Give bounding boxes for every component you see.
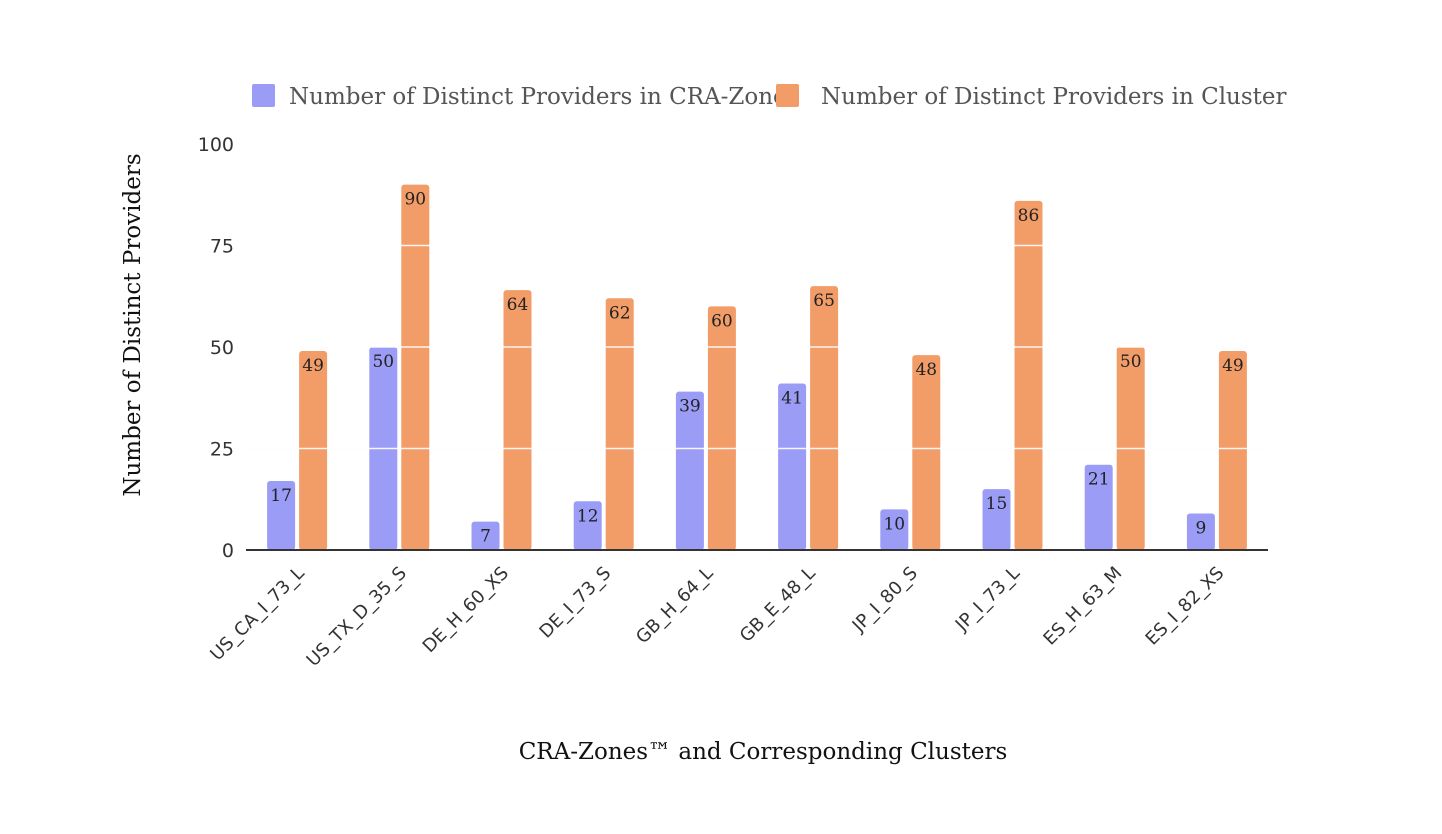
bar-cra-zone <box>880 509 909 550</box>
data-label-cluster: 64 <box>507 295 529 315</box>
x-tick-label: US_TX_D_35_S <box>303 563 411 671</box>
bar-cluster <box>299 351 328 550</box>
bar-cra-zone <box>1186 513 1215 550</box>
data-label-cluster: 48 <box>915 360 937 380</box>
data-label-cra-zone: 10 <box>883 514 905 534</box>
bar-cluster <box>1014 200 1043 550</box>
gridlines <box>246 143 1268 449</box>
data-label-cra-zone: 12 <box>577 506 599 526</box>
x-axis-title: CRA-Zones™ and Corresponding Clusters <box>519 739 1008 765</box>
data-label-cra-zone: 21 <box>1088 470 1110 490</box>
x-tick-label: JP_I_80_S <box>848 563 922 637</box>
bar-cra-zone <box>982 489 1011 550</box>
x-tick-label: GB_E_48_L <box>736 563 820 647</box>
x-axis-categories: US_CA_I_73_LUS_TX_D_35_S DE_H_60_XS DE_I_7… <box>206 563 1228 671</box>
legend-label-cluster: Number of Distinct Providers in Cluster <box>821 84 1287 110</box>
data-label-cra-zone: 39 <box>679 397 701 417</box>
x-tick-label: DE_H_60_XS <box>419 563 513 657</box>
x-tick-label: DE_I_73_S <box>535 563 615 643</box>
x-tick-label: ES_H_63_M <box>1039 563 1126 650</box>
data-label-cluster: 65 <box>813 291 835 311</box>
bar-cluster <box>503 290 532 550</box>
data-label-cluster: 62 <box>609 303 631 323</box>
data-label-cluster: 50 <box>1120 352 1142 372</box>
legend-label-cra-zone: Number of Distinct Providers in CRA-Zone <box>289 84 787 110</box>
legend: Number of Distinct Providers in CRA-Zone… <box>252 84 1287 110</box>
bar-cra-zone <box>675 391 704 550</box>
x-tick-label: GB_H_64_L <box>632 563 717 648</box>
data-label-cluster: 49 <box>302 356 324 376</box>
data-label-cluster: 49 <box>1222 356 1244 376</box>
y-tick-label: 25 <box>210 439 234 461</box>
data-label-cra-zone: 15 <box>986 494 1008 514</box>
legend-swatch-cluster <box>776 84 799 107</box>
bar-cluster <box>605 298 634 550</box>
x-tick-label: ES_I_82_XS <box>1142 563 1229 650</box>
bar-cluster <box>707 306 736 550</box>
bar-labels: 17 49 50 90 7 64 12 62 39 60 41 65 10 48 15 86 21 50 9 49 <box>270 190 1243 547</box>
bar-cluster <box>401 184 430 550</box>
bar-cra-zone <box>267 480 296 550</box>
bar-cra-zone <box>778 383 807 550</box>
bar-cluster <box>810 286 839 550</box>
y-tick-label: 0 <box>222 540 234 562</box>
data-label-cluster: 90 <box>404 190 426 210</box>
bar-cra-zone <box>573 501 602 550</box>
bars <box>267 184 1247 550</box>
data-label-cra-zone: 41 <box>781 389 803 409</box>
y-tick-label: 100 <box>198 134 234 156</box>
y-tick-label: 50 <box>210 337 234 359</box>
data-label-cra-zone: 17 <box>270 486 292 506</box>
data-label-cluster: 86 <box>1018 206 1040 226</box>
y-axis-ticks: 0 25 50 75 100 <box>198 134 234 562</box>
x-tick-label: JP_I_73_L <box>951 563 1024 636</box>
y-tick-label: 75 <box>210 236 234 258</box>
data-label-cra-zone: 9 <box>1195 518 1206 538</box>
data-label-cra-zone: 50 <box>372 352 394 372</box>
x-tick-label: US_CA_I_73_L <box>206 563 308 665</box>
data-label-cluster: 60 <box>711 311 733 331</box>
bar-cluster <box>912 355 941 550</box>
bar-cra-zone <box>1084 464 1113 550</box>
bar-cluster <box>1218 351 1247 550</box>
data-label-cra-zone: 7 <box>480 527 491 547</box>
y-axis-title: Number of Distinct Providers <box>120 153 146 496</box>
bar-cra-zone <box>471 521 500 550</box>
legend-swatch-cra-zone <box>252 84 275 107</box>
